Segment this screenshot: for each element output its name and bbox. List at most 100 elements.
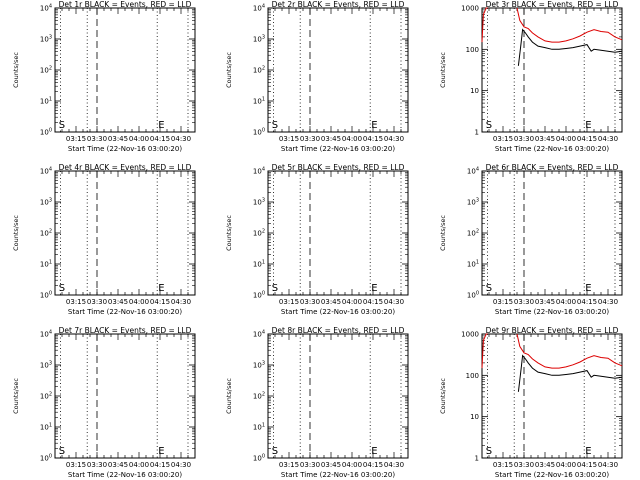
y-axis-label: Counts/sec (225, 52, 233, 88)
y-tick-label: 101 (253, 97, 265, 106)
plot-frame (54, 170, 196, 296)
start-marker: S (272, 283, 278, 294)
x-tick-label: 03:30 (300, 298, 320, 306)
y-tick-label: 101 (40, 423, 52, 432)
y-tick-label: 100 (40, 128, 52, 137)
y-tick-label: 1 (475, 455, 479, 463)
y-tick-label: 1000 (461, 5, 479, 13)
end-marker: E (585, 446, 591, 457)
y-tick-label: 102 (40, 392, 52, 401)
x-tick-label: 03:15 (279, 298, 299, 306)
y-axis-label: Counts/sec (225, 378, 233, 414)
y-tick-label: 104 (253, 167, 265, 176)
x-tick-label: 03:15 (279, 135, 299, 143)
y-tick-label: 101 (467, 260, 479, 269)
lld-series-line (516, 333, 623, 369)
x-tick-label: 04:00 (129, 461, 149, 469)
x-tick-label: 03:15 (279, 461, 299, 469)
y-tick-label: 103 (253, 361, 265, 370)
start-marker: S (59, 283, 65, 294)
start-marker: S (272, 446, 278, 457)
x-tick-label: 04:30 (171, 298, 191, 306)
x-tick-label: 04:15 (150, 461, 170, 469)
end-marker: E (371, 446, 377, 457)
chart-title: Det 3r BLACK = Events, RED = LLD (486, 0, 619, 9)
x-tick-label: 03:45 (321, 135, 341, 143)
y-tick-label: 104 (253, 4, 265, 13)
plot-frame (54, 333, 196, 459)
x-tick-label: 04:15 (577, 298, 597, 306)
y-axis-label: Counts/sec (225, 215, 233, 251)
chart-panel-2: Det 2r BLACK = Events, RED = LLD Counts/s… (225, 0, 409, 153)
x-tick-label: 04:15 (363, 298, 383, 306)
x-tick-label: 03:45 (321, 461, 341, 469)
chart-panel-1: Det 1r BLACK = Events, RED = LLD Counts/s… (12, 0, 196, 153)
lld-series-line (516, 7, 623, 43)
y-tick-label: 101 (253, 423, 265, 432)
start-marker: S (486, 283, 492, 294)
x-tick-label: 03:30 (87, 461, 107, 469)
events-series-line (517, 354, 623, 392)
x-axis-label: Start Time (22-Nov-16 03:00:20) (281, 145, 395, 153)
x-tick-label: 04:00 (342, 135, 362, 143)
start-marker: S (59, 120, 65, 131)
y-tick-label: 1000 (461, 331, 479, 339)
y-tick-label: 100 (467, 291, 479, 300)
chart-panel-7: Det 7r BLACK = Events, RED = LLD Counts/s… (12, 326, 196, 479)
y-tick-label: 102 (253, 229, 265, 238)
chart-panel-4: Det 4r BLACK = Events, RED = LLD Counts/s… (12, 163, 196, 316)
x-tick-label: 03:30 (300, 461, 320, 469)
x-tick-label: 03:30 (87, 298, 107, 306)
x-tick-label: 03:30 (300, 135, 320, 143)
chart-panel-9: Det 9r BLACK = Events, RED = LLD Counts/s… (439, 326, 623, 479)
x-tick-label: 04:30 (384, 135, 404, 143)
y-tick-label: 10 (470, 413, 479, 421)
x-tick-label: 04:30 (384, 461, 404, 469)
x-tick-label: 03:15 (66, 135, 86, 143)
x-tick-label: 04:30 (598, 135, 618, 143)
end-marker: E (585, 120, 591, 131)
chart-panel-5: Det 5r BLACK = Events, RED = LLD Counts/s… (225, 163, 409, 316)
y-tick-label: 10 (470, 87, 479, 95)
x-tick-label: 04:15 (577, 135, 597, 143)
y-tick-label: 100 (466, 46, 479, 54)
chart-title: Det 4r BLACK = Events, RED = LLD (59, 163, 192, 172)
y-tick-label: 100 (253, 128, 265, 137)
x-tick-label: 04:30 (171, 135, 191, 143)
x-tick-label: 04:15 (577, 461, 597, 469)
x-tick-label: 04:30 (384, 298, 404, 306)
x-axis-label: Start Time (22-Nov-16 03:00:20) (68, 145, 182, 153)
end-marker: E (371, 283, 377, 294)
x-tick-label: 03:15 (493, 298, 513, 306)
chart-title: Det 6r BLACK = Events, RED = LLD (486, 163, 619, 172)
y-tick-label: 104 (40, 167, 52, 176)
x-tick-label: 04:15 (150, 135, 170, 143)
x-tick-label: 03:15 (66, 461, 86, 469)
x-tick-label: 03:30 (87, 135, 107, 143)
y-tick-label: 1 (475, 129, 479, 137)
x-tick-label: 03:15 (66, 298, 86, 306)
chart-title: Det 9r BLACK = Events, RED = LLD (486, 326, 619, 335)
x-tick-label: 03:30 (514, 298, 534, 306)
y-tick-label: 100 (40, 291, 52, 300)
plot-frame (54, 7, 196, 133)
y-tick-label: 104 (40, 4, 52, 13)
x-tick-label: 04:30 (171, 461, 191, 469)
chart-panel-8: Det 8r BLACK = Events, RED = LLD Counts/s… (225, 326, 409, 479)
x-tick-label: 03:15 (493, 461, 513, 469)
x-tick-label: 03:15 (493, 135, 513, 143)
chart-title: Det 2r BLACK = Events, RED = LLD (272, 0, 405, 9)
x-tick-label: 04:00 (556, 461, 576, 469)
chart-panel-6: Det 6r BLACK = Events, RED = LLD Counts/s… (439, 163, 623, 316)
lld-series-line (481, 333, 488, 369)
y-tick-label: 100 (253, 454, 265, 463)
chart-title: Det 7r BLACK = Events, RED = LLD (59, 326, 192, 335)
x-axis-label: Start Time (22-Nov-16 03:00:20) (68, 471, 182, 479)
y-tick-label: 102 (467, 229, 479, 238)
x-axis-label: Start Time (22-Nov-16 03:00:20) (281, 471, 395, 479)
x-tick-label: 04:30 (598, 298, 618, 306)
x-tick-label: 03:45 (108, 298, 128, 306)
y-tick-label: 103 (253, 198, 265, 207)
start-marker: S (272, 120, 278, 131)
